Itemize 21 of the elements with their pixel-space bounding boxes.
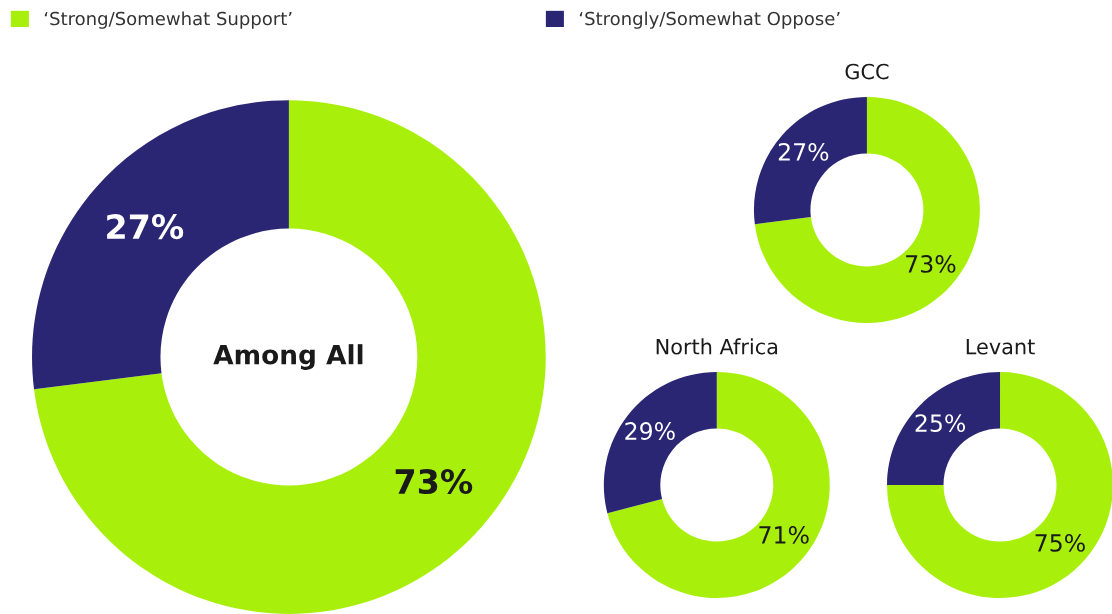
chart-title: GCC <box>845 63 889 80</box>
data-label: 71% <box>759 525 809 544</box>
data-label: 27% <box>107 214 184 240</box>
data-label: 25% <box>915 414 966 432</box>
donut-slice <box>754 97 980 323</box>
data-label: 73% <box>906 255 956 273</box>
legend-label: ‘Strongly/Somewhat Oppose’ <box>579 11 840 29</box>
donut-slice <box>887 372 1001 486</box>
data-label: 75% <box>1035 533 1085 552</box>
donut-slice <box>603 372 717 514</box>
data-label: 29% <box>625 422 675 440</box>
data-label: 27% <box>778 142 829 161</box>
data-label: 73% <box>395 468 473 495</box>
chart-title: Levant <box>966 339 1035 355</box>
chart-title: North Africa <box>656 338 778 355</box>
text: Among All <box>213 344 363 370</box>
legend-label: ‘Strong/Somewhat Support’ <box>44 11 292 29</box>
donut-slice <box>753 97 867 225</box>
donut-slice <box>607 372 830 599</box>
donut-slice <box>887 372 1112 599</box>
donut-slice <box>34 100 546 614</box>
